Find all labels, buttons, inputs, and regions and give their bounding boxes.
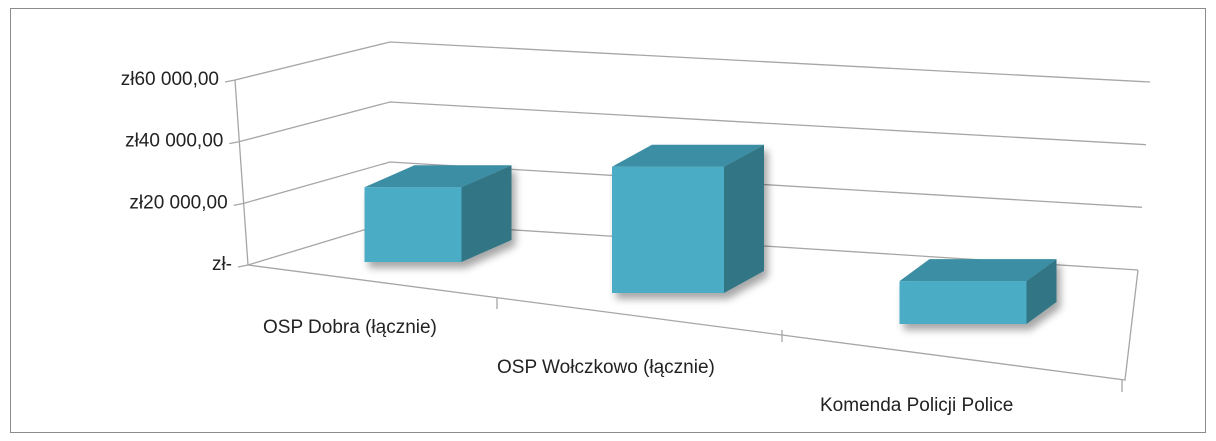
y-axis — [234, 79, 249, 266]
chart-border — [10, 8, 1206, 433]
bar-side — [724, 144, 764, 293]
x-tick-label: Komenda Policji Police — [820, 395, 1013, 416]
y-tick-label: zł- — [212, 254, 232, 275]
bar-top — [899, 259, 1057, 282]
bar-side — [1026, 259, 1057, 324]
y-tick — [229, 141, 240, 145]
bar-front — [899, 281, 1027, 324]
y-tick — [233, 202, 244, 206]
x-tick-label: OSP Wołczkowo (łącznie) — [497, 357, 715, 378]
bar — [364, 165, 512, 262]
y-tick — [237, 264, 249, 268]
x-tick-label: OSP Dobra (łącznie) — [263, 317, 437, 338]
floor-edge — [247, 264, 1139, 381]
bar-side — [461, 165, 512, 262]
grid-line — [243, 161, 1143, 208]
bar — [612, 144, 764, 293]
bar-top — [364, 165, 512, 188]
grid-line — [234, 41, 1151, 83]
bar — [899, 259, 1057, 324]
y-tick — [224, 79, 236, 83]
bar-front — [612, 166, 724, 293]
bar-front — [364, 187, 462, 262]
y-tick-label: zł20 000,00 — [129, 192, 227, 213]
y-tick-label: zł60 000,00 — [121, 69, 219, 90]
y-tick-label: zł40 000,00 — [125, 131, 223, 152]
grid-line — [239, 101, 1147, 146]
bar-top — [612, 144, 764, 167]
